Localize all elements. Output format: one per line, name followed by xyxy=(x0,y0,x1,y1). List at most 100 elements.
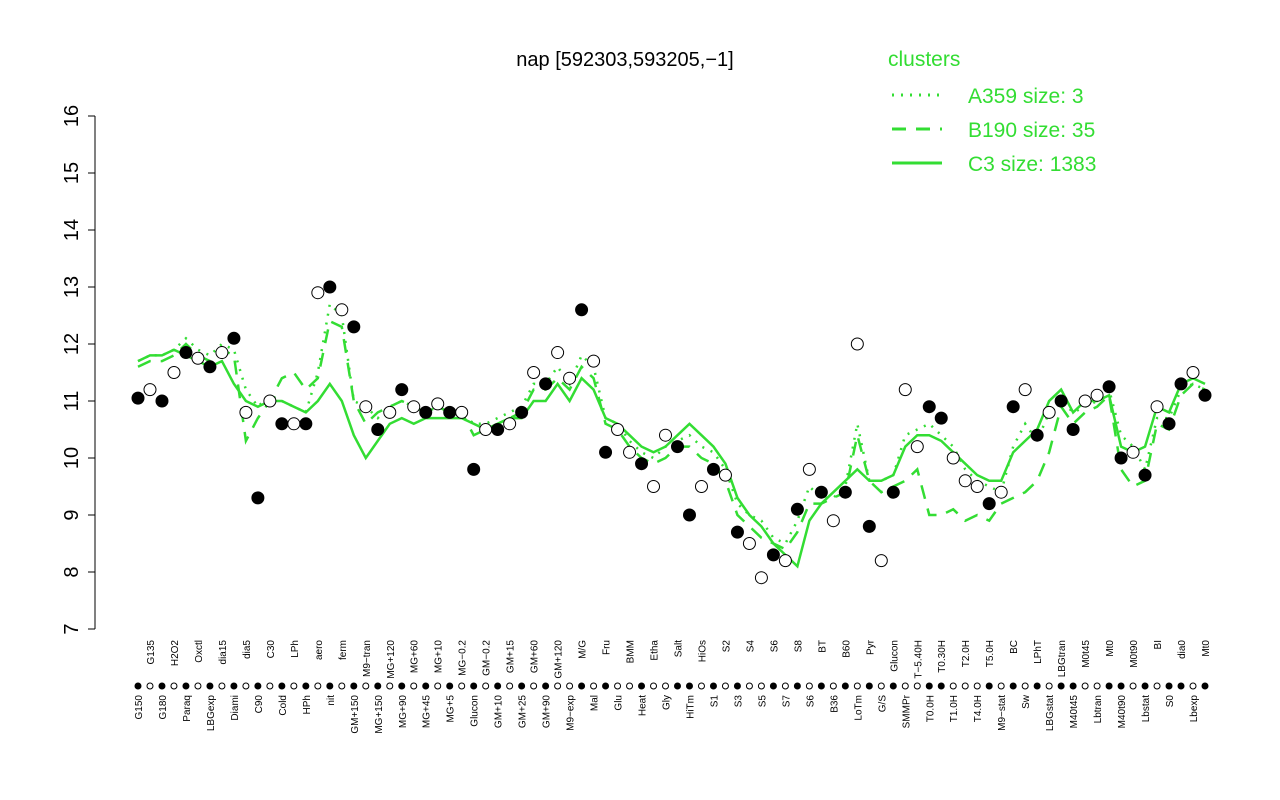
x-tick-label: S0 xyxy=(1165,695,1176,708)
x-tick-label: Glu xyxy=(614,695,625,711)
x-marker xyxy=(1033,682,1041,690)
y-tick-label: 15 xyxy=(61,162,83,184)
point xyxy=(563,371,577,385)
point xyxy=(467,462,481,476)
point xyxy=(802,462,816,476)
y-tick-label: 7 xyxy=(61,623,83,634)
x-tick-label: BC xyxy=(1009,640,1020,654)
x-marker xyxy=(254,682,262,690)
point xyxy=(1090,388,1104,402)
x-tick-label: Mal xyxy=(590,695,601,711)
x-tick-label: Mt0 xyxy=(1201,640,1212,657)
x-tick-label: M9−tran xyxy=(362,640,373,677)
x-marker xyxy=(733,682,741,690)
point xyxy=(275,417,289,431)
x-marker xyxy=(961,682,969,690)
point xyxy=(1198,388,1212,402)
x-tick-label: LPh xyxy=(290,640,301,658)
point xyxy=(191,351,205,365)
x-marker xyxy=(194,682,202,690)
x-marker xyxy=(985,682,993,690)
point xyxy=(850,337,864,351)
x-marker xyxy=(626,682,634,690)
x-tick-label: MG−0.2 xyxy=(458,640,469,676)
x-tick-label: LPhT xyxy=(1033,640,1044,664)
x-marker xyxy=(1177,682,1185,690)
x-tick-label: Paraq xyxy=(182,695,193,722)
x-tick-label: Pyr xyxy=(865,639,876,655)
x-tick-label: Salt xyxy=(673,640,684,657)
x-tick-label: C30 xyxy=(266,640,277,659)
x-marker xyxy=(482,682,490,690)
x-marker xyxy=(422,682,430,690)
x-tick-label: G150 xyxy=(134,695,145,720)
point xyxy=(623,445,637,459)
chart-title: nap [592303,593205,−1] xyxy=(516,49,733,71)
point xyxy=(1042,405,1056,419)
x-marker xyxy=(1129,682,1137,690)
x-marker xyxy=(410,682,418,690)
x-tick-label: BT xyxy=(817,640,828,653)
point xyxy=(1030,428,1044,442)
x-marker xyxy=(326,682,334,690)
x-tick-label: S7 xyxy=(781,695,792,708)
point xyxy=(347,320,361,334)
x-tick-label: Lbtran xyxy=(1093,695,1104,723)
point xyxy=(287,417,301,431)
y-tick-label: 11 xyxy=(61,391,83,412)
x-tick-label: S8 xyxy=(793,640,804,653)
x-marker xyxy=(434,682,442,690)
point xyxy=(970,480,984,493)
legend-title: clusters xyxy=(888,48,960,71)
point xyxy=(790,502,804,516)
x-tick-label: T2.0H xyxy=(961,640,972,667)
x-tick-label: GM−0.2 xyxy=(482,640,493,676)
x-tick-label: G135 xyxy=(146,640,157,665)
x-tick-label: dia5 xyxy=(242,640,253,659)
legend-label: B190 size: 35 xyxy=(968,119,1095,142)
x-tick-label: T1.0H xyxy=(949,695,960,722)
point xyxy=(934,411,948,425)
x-tick-label: S1 xyxy=(709,695,720,708)
x-tick-label: Glucon xyxy=(470,695,481,727)
x-marker xyxy=(578,682,586,690)
point xyxy=(814,485,828,499)
point xyxy=(299,417,313,431)
x-marker xyxy=(1105,682,1113,690)
y-tick-label: 8 xyxy=(61,566,83,577)
x-tick-label: MG+45 xyxy=(422,695,433,729)
x-marker xyxy=(1201,682,1209,690)
x-tick-label: MG+120 xyxy=(386,640,397,679)
x-tick-label: Glucon xyxy=(889,640,900,672)
point xyxy=(131,391,145,405)
point xyxy=(766,548,780,562)
x-tick-label: GM+25 xyxy=(518,695,529,729)
x-tick-label: LBGstat xyxy=(1045,695,1056,731)
x-tick-label: MG+5 xyxy=(446,695,457,723)
x-tick-label: S6 xyxy=(769,640,780,653)
point xyxy=(994,485,1008,499)
point xyxy=(670,440,684,454)
x-tick-label: nit xyxy=(326,695,337,706)
point xyxy=(323,280,337,294)
x-tick-label: MG+150 xyxy=(374,695,385,734)
x-tick-label: GM+60 xyxy=(530,640,541,674)
point xyxy=(1186,366,1200,379)
y-tick-label: 12 xyxy=(61,333,83,355)
x-tick-label: BMM xyxy=(626,640,637,663)
x-marker xyxy=(494,682,502,690)
x-marker xyxy=(709,682,717,690)
x-marker xyxy=(769,682,777,690)
x-marker xyxy=(757,682,765,690)
x-tick-label: S5 xyxy=(757,695,768,708)
x-marker xyxy=(937,682,945,690)
x-marker xyxy=(685,682,693,690)
point xyxy=(455,405,469,419)
point xyxy=(1018,383,1032,397)
x-tick-label: GM+120 xyxy=(554,640,565,679)
point xyxy=(239,405,253,419)
x-marker xyxy=(362,682,370,690)
legend-label: C3 size: 1383 xyxy=(968,153,1096,176)
x-tick-label: LBGexp xyxy=(206,695,217,732)
